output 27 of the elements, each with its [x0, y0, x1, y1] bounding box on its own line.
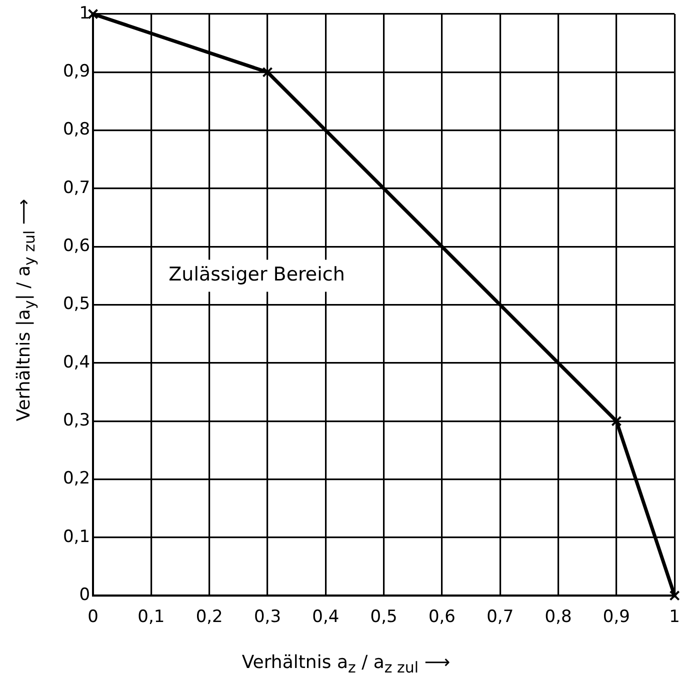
- y-tick-label: 1: [79, 3, 90, 24]
- x-tick-label: 0,2: [196, 607, 223, 628]
- annotation: Zulässiger Bereich: [168, 264, 345, 286]
- y-tick-label: 0: [79, 585, 90, 606]
- x-tick-label: 0,1: [138, 607, 165, 628]
- x-tick-label: 0,4: [312, 607, 340, 628]
- y-tick-label: 0,4: [62, 352, 90, 372]
- y-tick-label: 0,9: [62, 62, 90, 82]
- y-tick-label: 0,3: [62, 410, 90, 431]
- x-tick-label: 1: [669, 607, 680, 628]
- x-axis-title: Verhältnis a$_{z}$ / a$_{z zul}$ ⟶: [240, 652, 452, 677]
- y-tick-label: 0,2: [62, 468, 90, 489]
- point: [669, 590, 680, 601]
- y-tick-label: 0,1: [62, 526, 90, 547]
- x-tick-label: 0,7: [486, 607, 514, 628]
- y-tick-label: 0,6: [62, 236, 90, 256]
- x-tick-label: 0,5: [370, 607, 398, 628]
- y-tick-label: 0,7: [62, 178, 90, 198]
- y-tick-label: 0,5: [62, 294, 90, 314]
- x-tick-label: 0,6: [428, 607, 456, 628]
- point: [262, 66, 273, 78]
- x-tick-label: 0,8: [544, 607, 572, 628]
- x-tick-label: 0,9: [602, 607, 630, 628]
- x-tick-label: 0,3: [254, 607, 282, 628]
- y-tick-label: 0,8: [62, 120, 90, 140]
- point: [611, 416, 622, 426]
- point: [88, 8, 98, 20]
